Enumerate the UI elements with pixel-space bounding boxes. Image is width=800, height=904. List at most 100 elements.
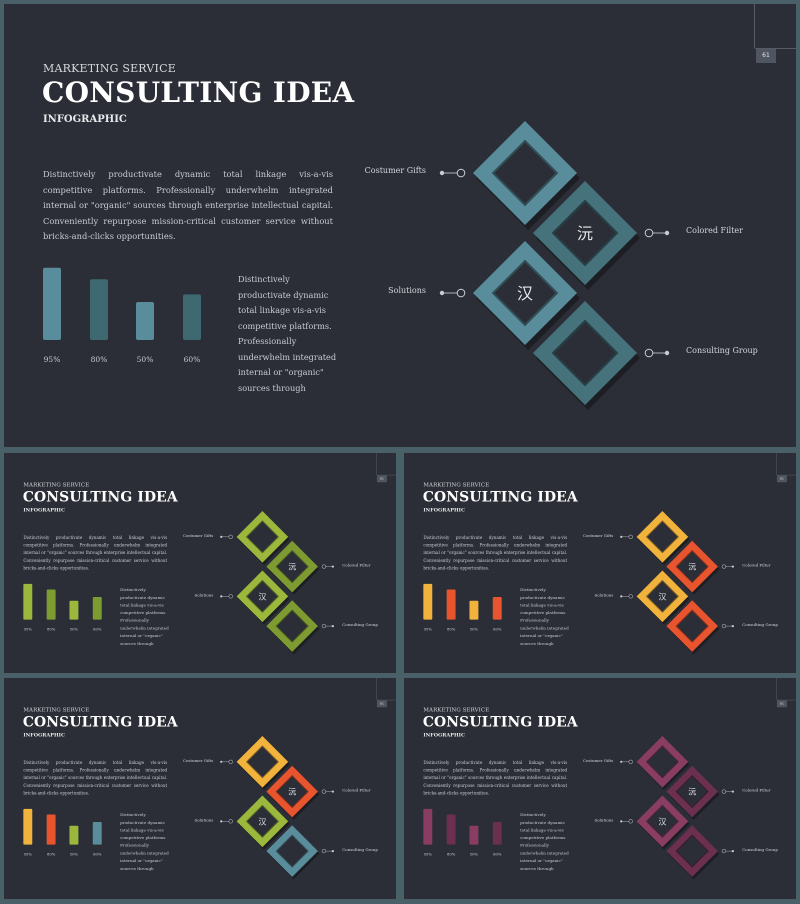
connector-dot-filter (731, 565, 734, 568)
eyebrow-text: MARKETING SERVICE (423, 481, 490, 489)
label-consulting-group: Consulting Group (742, 622, 778, 628)
slide-thumbnail-mixed[interactable]: 61 MARKETING SERVICE CONSULTING IDEA INF… (4, 678, 396, 899)
slide-subtitle: INFOGRAPHIC (423, 732, 465, 739)
diamond-frame-2 (636, 795, 689, 848)
slide-subtitle: INFOGRAPHIC (23, 507, 65, 514)
diamond-inner-1 (675, 775, 709, 809)
label-colored-filter: Colored Filter (342, 563, 371, 568)
corner-divider (755, 48, 796, 49)
label-consulting-group: Consulting Group (342, 847, 378, 853)
page-number-badge: 61 (756, 49, 776, 63)
diamond-inner-2 (491, 259, 559, 327)
diamond-inner-2 (645, 804, 679, 838)
label-consulting-group: Consulting Group (342, 622, 378, 628)
connector-dot-group (331, 850, 334, 853)
connector-ring-filter (721, 564, 727, 569)
slide-title: CONSULTING IDEA (422, 713, 578, 731)
diamond-inner-2 (245, 804, 279, 838)
diamond-inner-3 (275, 834, 309, 868)
slide-subtitle: INFOGRAPHIC (43, 114, 127, 125)
diamond-frame-1 (666, 540, 718, 593)
diamond-frame-0 (236, 511, 289, 563)
connector-ring-group (321, 623, 327, 629)
glyph-text-bottom: 汉 (258, 592, 266, 601)
diamond-frame-1 (666, 765, 718, 818)
diamond-inner-0 (245, 745, 279, 779)
side-paragraph: Distinctively productivate dynamic total… (238, 274, 337, 393)
diamond-diagram: 沅汉 (620, 511, 734, 655)
connector-dot-solutions (620, 595, 623, 598)
diamond-diagram: 沅汉 (220, 736, 334, 880)
label-costumer-gifts: Costumer Gifts (182, 758, 214, 763)
diamond-inner-0 (645, 520, 679, 554)
diamond-frame-0 (473, 121, 577, 225)
diamond-frame-1 (533, 181, 637, 285)
connector-ring-solutions (228, 594, 233, 599)
connector-dot-gifts (439, 170, 445, 176)
glyph-text-top: 沅 (688, 787, 696, 797)
glyph-text-top: 沅 (577, 224, 593, 243)
diamond-frame-1 (266, 540, 318, 593)
slide-thumbnail-plum[interactable]: 61 MARKETING SERVICE CONSULTING IDEA INF… (404, 678, 796, 899)
eyebrow-text: MARKETING SERVICE (23, 706, 90, 714)
diamond-inner-0 (245, 520, 279, 554)
connector-dot-gifts (620, 535, 623, 538)
label-costumer-gifts: Costumer Gifts (582, 533, 614, 538)
connector-ring-group (644, 348, 654, 358)
diamond-inner-3 (275, 609, 309, 643)
label-costumer-gifts: Costumer Gifts (364, 166, 426, 175)
connector-dot-solutions (439, 290, 445, 296)
connector-dot-group (731, 850, 734, 853)
diamond-frame-3 (533, 301, 637, 405)
connector-dot-filter (731, 790, 734, 793)
connector-ring-solutions (456, 288, 466, 298)
slide-thumbnail-green[interactable]: 61 MARKETING SERVICE CONSULTING IDEA INF… (4, 453, 396, 673)
label-solutions: Solutions (194, 592, 214, 598)
diamond-inner-2 (245, 579, 279, 613)
connector-dot-solutions (620, 820, 623, 823)
slide-content: 61 MARKETING SERVICE CONSULTING IDEA INF… (4, 4, 796, 447)
side-paragraph: Distinctively productivate dynamic total… (520, 586, 569, 646)
diamond-inner-2 (645, 579, 679, 613)
diamond-inner-3 (675, 609, 709, 643)
page-number-badge: 61 (376, 700, 387, 708)
slide-content: 61 MARKETING SERVICE CONSULTING IDEA INF… (404, 678, 796, 898)
page-number-badge: 61 (376, 475, 387, 483)
diamond-frame-3 (266, 600, 318, 652)
slide-main[interactable]: 61 MARKETING SERVICE CONSULTING IDEA INF… (4, 4, 796, 447)
connector-ring-gifts (228, 534, 233, 539)
diamond-diagram: 沅汉 (620, 736, 734, 880)
glyph-text-bottom: 汉 (658, 817, 666, 826)
label-costumer-gifts: Costumer Gifts (582, 758, 614, 763)
body-paragraph: Distinctively productivate dynamic total… (423, 759, 568, 796)
connector-ring-group (321, 848, 327, 854)
connector-dot-solutions (220, 595, 223, 598)
diamond-inner-0 (645, 745, 679, 779)
connector-dot-gifts (220, 760, 223, 763)
connector-dot-group (664, 350, 670, 356)
slide-title: CONSULTING IDEA (42, 76, 355, 109)
connector-ring-filter (321, 789, 327, 794)
diamond-frame-0 (636, 736, 689, 788)
label-colored-filter: Colored Filter (342, 788, 371, 793)
diamond-inner-1 (275, 550, 309, 584)
label-colored-filter: Colored Filter (686, 226, 743, 235)
connector-dot-solutions (220, 820, 223, 823)
diamond-frame-3 (666, 600, 718, 652)
label-costumer-gifts: Costumer Gifts (182, 533, 214, 538)
slide-content: 61 MARKETING SERVICE CONSULTING IDEA INF… (404, 453, 796, 673)
diamond-diagram: 沅汉 (220, 511, 334, 655)
diamond-diagram: 沅汉 (439, 121, 670, 410)
connector-ring-gifts (228, 759, 233, 764)
glyph-text-bottom: 汉 (517, 284, 533, 303)
glyph-text-bottom: 汉 (658, 592, 666, 601)
eyebrow-text: MARKETING SERVICE (423, 706, 490, 714)
label-solutions: Solutions (594, 817, 614, 823)
connector-ring-gifts (628, 534, 633, 539)
connector-ring-filter (721, 789, 727, 794)
diamond-frame-3 (666, 825, 718, 877)
connector-dot-group (731, 625, 734, 628)
label-consulting-group: Consulting Group (686, 346, 758, 355)
slide-thumbnail-orange[interactable]: 61 MARKETING SERVICE CONSULTING IDEA INF… (404, 453, 796, 673)
side-paragraph: Distinctively productivate dynamic total… (120, 586, 169, 646)
